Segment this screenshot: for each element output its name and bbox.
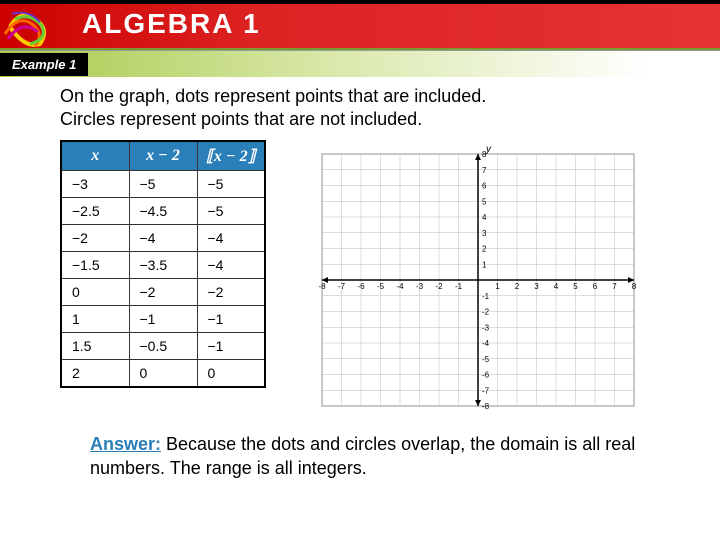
svg-text:5: 5 xyxy=(482,197,487,206)
swirl-decoration xyxy=(0,4,60,50)
answer-block: Answer: Because the dots and circles ove… xyxy=(60,432,660,481)
svg-text:7: 7 xyxy=(612,282,617,291)
svg-text:-6: -6 xyxy=(357,282,365,291)
table-cell: 0 xyxy=(129,359,197,387)
mid-row: x x − 2 ⟦x − 2⟧ −3−5−5−2.5−4.5−5−2−4−4−1… xyxy=(60,140,660,420)
table-cell: −2 xyxy=(197,278,265,305)
table-cell: 1 xyxy=(61,305,129,332)
table-cell: −0.5 xyxy=(129,332,197,359)
svg-text:-2: -2 xyxy=(435,282,443,291)
svg-text:-7: -7 xyxy=(482,386,490,395)
table-cell: 1.5 xyxy=(61,332,129,359)
graph-container: -8 -7 -6 -5 -4 -3 -2 -1 1 2 3 4 5 6 7 8 -8 -7 -6 -5 -4 -3 -2 -1… xyxy=(296,140,660,420)
table-cell: −2.5 xyxy=(61,197,129,224)
table-cell: −4 xyxy=(129,224,197,251)
table-cell: −5 xyxy=(129,170,197,197)
svg-text:4: 4 xyxy=(482,213,487,222)
page-title: ALGEBRA 1 xyxy=(82,8,261,40)
svg-text:6: 6 xyxy=(482,181,487,190)
svg-text:2: 2 xyxy=(515,282,520,291)
table-cell: −1 xyxy=(197,332,265,359)
svg-text:-8: -8 xyxy=(318,282,326,291)
table-row: −1.5−3.5−4 xyxy=(61,251,265,278)
svg-text:1: 1 xyxy=(482,260,487,269)
svg-text:-1: -1 xyxy=(455,282,463,291)
table-cell: 0 xyxy=(197,359,265,387)
table-cell: −2 xyxy=(129,278,197,305)
svg-text:y: y xyxy=(485,144,492,155)
col-header-xm2: x − 2 xyxy=(129,141,197,171)
table-cell: −1 xyxy=(197,305,265,332)
svg-text:-7: -7 xyxy=(338,282,346,291)
table-row: 200 xyxy=(61,359,265,387)
table-cell: −4 xyxy=(197,224,265,251)
svg-text:3: 3 xyxy=(482,229,487,238)
svg-text:-8: -8 xyxy=(482,402,490,411)
table-row: 0−2−2 xyxy=(61,278,265,305)
svg-text:-4: -4 xyxy=(482,339,490,348)
table-cell: −3.5 xyxy=(129,251,197,278)
table-cell: 0 xyxy=(61,278,129,305)
svg-text:6: 6 xyxy=(593,282,598,291)
example-banner: Example 1 xyxy=(0,51,720,77)
table-cell: −1 xyxy=(129,305,197,332)
example-label: Example 1 xyxy=(0,53,88,76)
svg-text:1: 1 xyxy=(495,282,500,291)
svg-text:-6: -6 xyxy=(482,370,490,379)
answer-label: Answer: xyxy=(90,434,161,454)
svg-text:-1: -1 xyxy=(482,292,490,301)
svg-text:-2: -2 xyxy=(482,307,490,316)
table-cell: −2 xyxy=(61,224,129,251)
table-cell: −3 xyxy=(61,170,129,197)
table-cell: −1.5 xyxy=(61,251,129,278)
table-cell: −5 xyxy=(197,197,265,224)
table-row: 1.5−0.5−1 xyxy=(61,332,265,359)
svg-text:-5: -5 xyxy=(482,355,490,364)
intro-line1: On the graph, dots represent points that… xyxy=(60,86,486,106)
svg-text:3: 3 xyxy=(534,282,539,291)
svg-text:-5: -5 xyxy=(377,282,385,291)
col-header-floor: ⟦x − 2⟧ xyxy=(197,141,265,171)
svg-text:2: 2 xyxy=(482,244,487,253)
svg-text:-4: -4 xyxy=(396,282,404,291)
svg-text:-3: -3 xyxy=(482,323,490,332)
svg-text:7: 7 xyxy=(482,166,487,175)
svg-text:-3: -3 xyxy=(416,282,424,291)
answer-text: Because the dots and circles overlap, th… xyxy=(90,434,635,478)
table-cell: −4.5 xyxy=(129,197,197,224)
svg-text:8: 8 xyxy=(632,282,637,291)
intro-text: On the graph, dots represent points that… xyxy=(60,85,660,132)
table-row: −2.5−4.5−5 xyxy=(61,197,265,224)
data-table: x x − 2 ⟦x − 2⟧ −3−5−5−2.5−4.5−5−2−4−4−1… xyxy=(60,140,266,388)
table-row: −3−5−5 xyxy=(61,170,265,197)
content-area: On the graph, dots represent points that… xyxy=(0,77,720,480)
svg-text:5: 5 xyxy=(573,282,578,291)
col-header-x: x xyxy=(61,141,129,171)
page-header: ALGEBRA 1 xyxy=(0,4,720,50)
coordinate-graph: -8 -7 -6 -5 -4 -3 -2 -1 1 2 3 4 5 6 7 8 -8 -7 -6 -5 -4 -3 -2 -1… xyxy=(308,140,648,420)
intro-line2: Circles represent points that are not in… xyxy=(60,109,422,129)
table-cell: −5 xyxy=(197,170,265,197)
table-row: −2−4−4 xyxy=(61,224,265,251)
svg-text:4: 4 xyxy=(554,282,559,291)
table-cell: 2 xyxy=(61,359,129,387)
table-row: 1−1−1 xyxy=(61,305,265,332)
table-cell: −4 xyxy=(197,251,265,278)
